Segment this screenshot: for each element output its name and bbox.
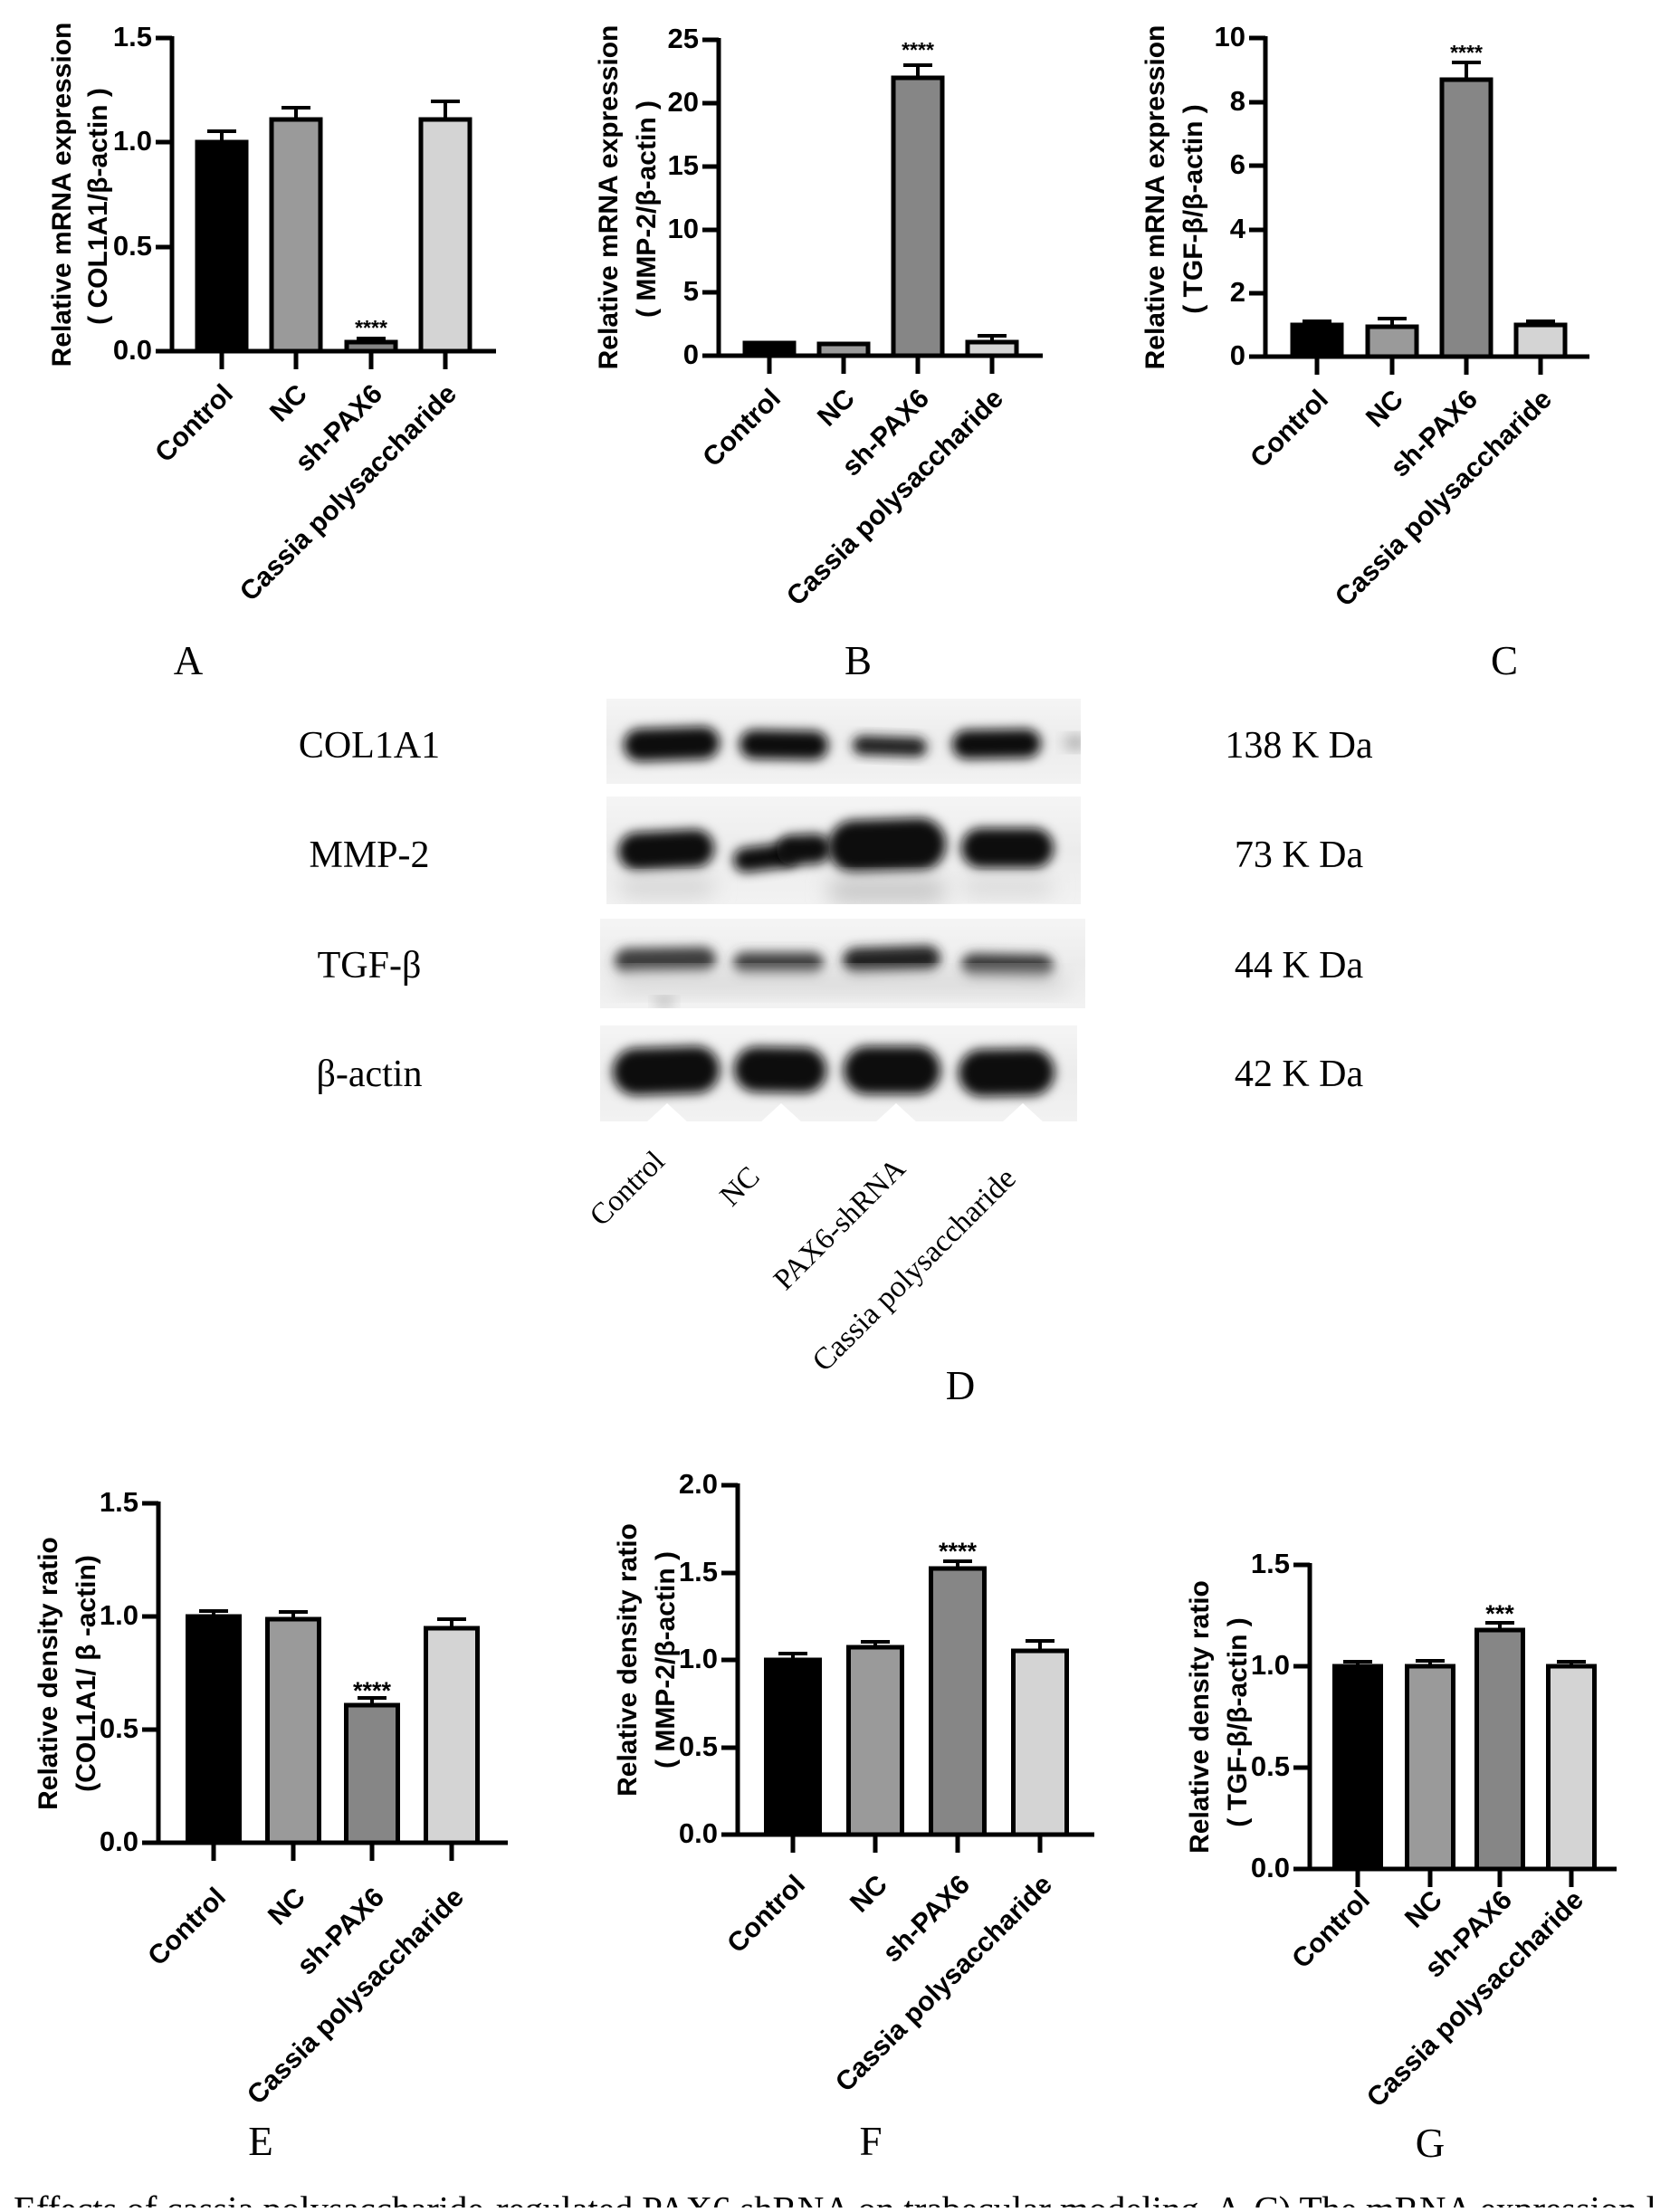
- svg-text:****: ****: [355, 316, 387, 339]
- svg-text:44 K Da: 44 K Da: [1235, 945, 1364, 987]
- svg-text:138 K Da: 138 K Da: [1225, 725, 1373, 767]
- svg-text:( MMP-2/β-actin ): ( MMP-2/β-actin ): [651, 1551, 681, 1769]
- svg-text:COL1A1: COL1A1: [299, 725, 440, 767]
- svg-text:2: 2: [1230, 276, 1245, 308]
- svg-text:0.0: 0.0: [113, 334, 152, 366]
- svg-text:25: 25: [668, 23, 699, 54]
- svg-text:0.5: 0.5: [679, 1731, 718, 1762]
- svg-text:0.0: 0.0: [100, 1826, 138, 1857]
- svg-text:0: 0: [1230, 339, 1245, 371]
- svg-text:B: B: [845, 638, 872, 683]
- svg-text:0: 0: [683, 338, 699, 370]
- svg-text:( TGF-β/β-actin ): ( TGF-β/β-actin ): [1179, 104, 1208, 314]
- svg-text:73 K Da: 73 K Da: [1235, 834, 1364, 876]
- svg-text:****: ****: [902, 38, 934, 62]
- svg-text:4: 4: [1230, 213, 1246, 244]
- svg-text:***: ***: [1485, 1600, 1514, 1627]
- svg-text:1.0: 1.0: [100, 1599, 138, 1631]
- svg-text:****: ****: [1450, 41, 1483, 64]
- svg-text:( COL1A1/β-actin ): ( COL1A1/β-actin ): [83, 88, 113, 325]
- svg-text:C: C: [1491, 638, 1518, 683]
- svg-text:1.5: 1.5: [100, 1486, 138, 1518]
- svg-text:15: 15: [668, 149, 699, 181]
- svg-text:0.0: 0.0: [679, 1817, 718, 1849]
- svg-text:( MMP-2/β-actin ): ( MMP-2/β-actin ): [632, 100, 662, 318]
- svg-text:MMP-2: MMP-2: [309, 834, 429, 876]
- svg-text:0.5: 0.5: [1251, 1750, 1290, 1782]
- svg-text:Relative mRNA expression: Relative mRNA expression: [47, 23, 77, 367]
- svg-text:D: D: [946, 1363, 976, 1408]
- svg-text:Relative density ratio: Relative density ratio: [1185, 1580, 1215, 1854]
- svg-text:1.5: 1.5: [113, 21, 152, 52]
- svg-text:8: 8: [1230, 85, 1245, 117]
- svg-text:42 K Da: 42 K Da: [1235, 1054, 1364, 1095]
- svg-text:1.0: 1.0: [113, 125, 152, 157]
- svg-text:****: ****: [353, 1677, 392, 1704]
- svg-text:2.0: 2.0: [679, 1468, 718, 1500]
- svg-text:F: F: [859, 2119, 882, 2164]
- svg-text:6: 6: [1230, 148, 1245, 180]
- svg-text:20: 20: [668, 86, 699, 118]
- svg-text:****: ****: [939, 1538, 978, 1565]
- svg-text:0.0: 0.0: [1251, 1852, 1290, 1883]
- svg-text:Relative mRNA expression: Relative mRNA expression: [594, 25, 624, 370]
- svg-text:1.0: 1.0: [679, 1643, 718, 1674]
- svg-text:Effects of cassia polysacchari: Effects of cassia polysaccharide-regulat…: [14, 2188, 1656, 2207]
- svg-text:A: A: [174, 638, 204, 683]
- svg-text:0.5: 0.5: [113, 230, 152, 262]
- svg-text:TGF-β: TGF-β: [318, 945, 422, 987]
- svg-text:β-actin: β-actin: [317, 1054, 423, 1095]
- svg-text:1.0: 1.0: [1251, 1649, 1290, 1681]
- svg-text:Relative density ratio: Relative density ratio: [613, 1523, 643, 1797]
- svg-text:1.5: 1.5: [679, 1556, 718, 1587]
- svg-text:( TGF-β/β-actin ): ( TGF-β/β-actin ): [1223, 1617, 1253, 1827]
- svg-text:Relative mRNA expression: Relative mRNA expression: [1140, 25, 1170, 370]
- svg-text:10: 10: [1215, 21, 1245, 52]
- svg-text:10: 10: [668, 213, 699, 244]
- svg-text:G: G: [1416, 2121, 1446, 2166]
- svg-text:(COL1A1/ β -actin): (COL1A1/ β -actin): [72, 1555, 101, 1792]
- svg-text:5: 5: [683, 275, 699, 307]
- svg-text:Relative density ratio: Relative density ratio: [33, 1537, 63, 1810]
- svg-text:E: E: [248, 2119, 273, 2164]
- svg-text:0.5: 0.5: [100, 1712, 138, 1744]
- svg-text:1.5: 1.5: [1251, 1548, 1290, 1579]
